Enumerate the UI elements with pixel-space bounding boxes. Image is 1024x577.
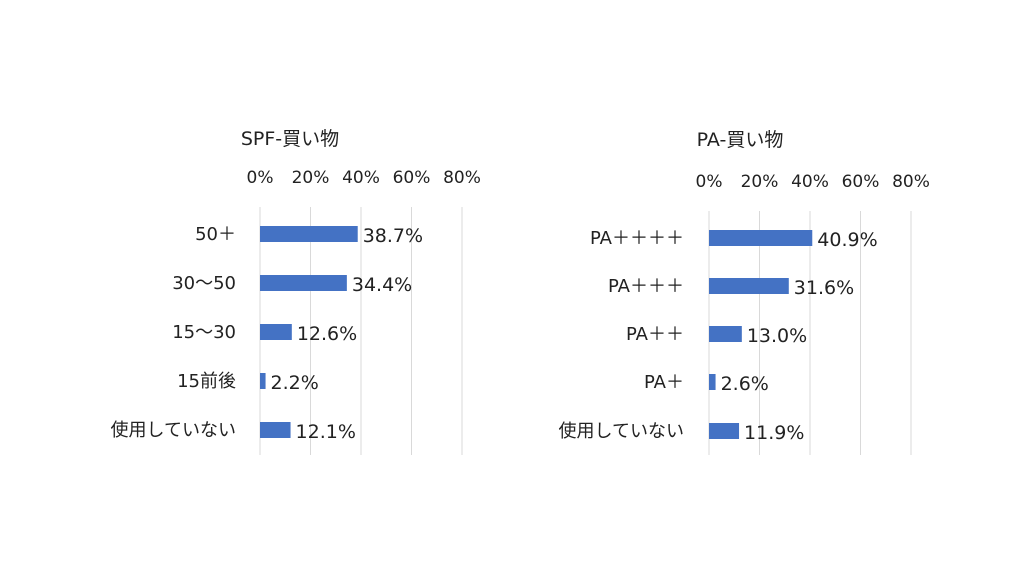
category-label: 50＋ [195,224,236,245]
x-tick-label: 60% [393,168,431,188]
data-label: 2.6% [721,373,769,395]
category-label: 使用していない [111,420,236,441]
spf-shopping-chart: SPF-買い物 0% 20% 40% 60% 80% 50＋ 38.7% 30～50 34.4%… [111,128,481,455]
category-label: 使用していない [559,421,684,442]
x-tick-label: 60% [842,172,880,192]
data-label: 11.9% [744,422,804,444]
data-label: 12.6% [297,323,357,345]
chart-title: PA-買い物 [697,129,784,151]
data-label: 2.2% [271,372,319,394]
bar [709,230,813,246]
data-label: 34.4% [352,274,412,296]
x-tick-label: 20% [741,172,779,192]
bar [260,324,292,340]
bar [260,226,358,242]
x-tick-label: 0% [696,172,723,192]
category-label: 15前後 [177,371,236,392]
bar [709,326,742,342]
x-tick-label: 40% [342,168,380,188]
data-label: 12.1% [296,421,356,443]
x-tick-label: 20% [292,168,330,188]
bar [709,278,789,294]
bar [709,423,740,439]
data-label: 38.7% [363,225,423,247]
chart-title: SPF-買い物 [241,128,339,150]
category-label: 15～30 [172,322,236,343]
category-label: 30～50 [172,273,236,294]
category-label: PA＋＋ [626,324,684,345]
x-tick-label: 80% [892,172,930,192]
category-label: PA＋ [644,372,684,393]
bar [260,422,291,438]
pa-shopping-chart: PA-買い物 0% 20% 40% 60% 80% PA＋＋＋＋ 40.9% PA＋＋＋ 31.… [559,129,930,455]
data-label: 13.0% [747,325,807,347]
category-label: PA＋＋＋ [608,276,684,297]
data-label: 31.6% [794,277,854,299]
bar [260,373,266,389]
x-tick-label: 80% [443,168,481,188]
bar [709,374,716,390]
category-label: PA＋＋＋＋ [590,228,684,249]
data-label: 40.9% [817,229,877,251]
x-tick-label: 0% [247,168,274,188]
x-tick-label: 40% [791,172,829,192]
bar [260,275,347,291]
